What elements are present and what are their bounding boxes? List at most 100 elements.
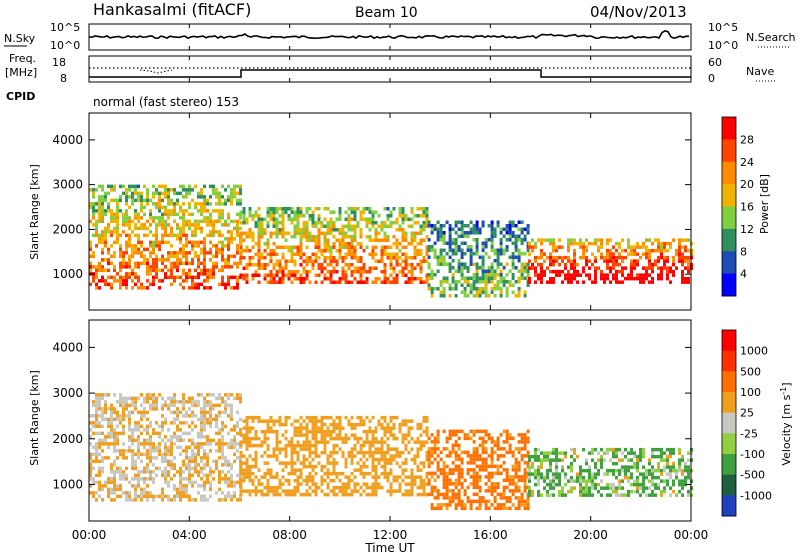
power-cell (95, 268, 98, 273)
velocity-cell (179, 466, 182, 471)
power-cell (155, 188, 158, 192)
velocity-cell (517, 450, 521, 455)
power-cbar-label: Power [dB] (758, 174, 771, 234)
velocity-cell (119, 417, 122, 422)
velocity-cell (579, 468, 582, 473)
power-cell (454, 231, 458, 235)
velocity-cell (442, 478, 446, 483)
power-cell (472, 287, 476, 291)
velocity-cell (179, 400, 182, 404)
velocity-cell (200, 484, 203, 488)
power-cell (344, 242, 348, 246)
power-cell (113, 230, 116, 234)
velocity-cell (110, 417, 113, 422)
power-cell (350, 235, 354, 239)
velocity-cell (362, 475, 366, 479)
velocity-cell (119, 414, 122, 418)
velocity-cell (356, 440, 360, 444)
power-cell (618, 241, 621, 246)
power-cell (505, 294, 509, 298)
velocity-cell (469, 454, 473, 458)
power-cell (203, 237, 206, 241)
power-cell (549, 269, 552, 274)
velocity-cell (636, 454, 639, 459)
velocity-cell (236, 421, 239, 425)
velocity-cell (528, 479, 531, 483)
velocity-cell (173, 396, 176, 401)
velocity-cell (107, 435, 110, 439)
velocity-cell (543, 458, 546, 462)
velocity-cell (218, 470, 221, 474)
power-cell (206, 216, 209, 220)
velocity-cell (203, 424, 206, 429)
velocity-cell (341, 471, 345, 476)
velocity-cell (98, 459, 101, 464)
power-cell (681, 273, 684, 277)
velocity-cell (505, 436, 509, 441)
power-cell (299, 263, 303, 267)
power-cell (603, 255, 606, 260)
velocity-cell (209, 438, 212, 443)
power-cbar-segment (722, 139, 736, 163)
power-cell (137, 265, 140, 269)
velocity-cell (422, 492, 426, 497)
velocity-cell (359, 415, 363, 420)
velocity-cell (410, 457, 414, 462)
velocity-cell (561, 489, 564, 494)
power-cell (451, 276, 455, 280)
velocity-cell (404, 492, 408, 497)
power-cell (490, 269, 494, 273)
power-cell (215, 209, 218, 213)
power-cell (362, 266, 366, 270)
power-cell (89, 188, 92, 192)
velocity-cell (149, 452, 152, 457)
power-cell (206, 219, 209, 224)
velocity-cell (233, 424, 236, 429)
velocity-cell (320, 436, 324, 441)
power-cell (185, 275, 188, 280)
power-cell (242, 249, 246, 253)
power-cell (161, 279, 164, 283)
power-cell (338, 228, 342, 232)
power-cell (116, 240, 119, 245)
velocity-cell (194, 498, 197, 502)
velocity-cell (540, 461, 543, 466)
power-cell (95, 202, 98, 206)
velocity-cell (110, 431, 113, 436)
power-cell (200, 247, 203, 252)
velocity-cell (537, 454, 540, 459)
power-cell (460, 276, 464, 280)
power-cell (484, 294, 488, 298)
power-cell (230, 240, 233, 245)
power-cell (170, 226, 173, 231)
velocity-cell (442, 447, 446, 451)
power-cell (398, 207, 402, 211)
velocity-cell (344, 461, 348, 465)
power-cell (573, 248, 576, 253)
velocity-cell (254, 464, 258, 469)
velocity-cell (212, 477, 215, 481)
power-cell (377, 214, 381, 218)
velocity-cell (392, 475, 396, 479)
velocity-cell (359, 468, 363, 472)
velocity-cell (558, 472, 561, 476)
power-cell (284, 245, 288, 249)
power-cell (540, 238, 543, 242)
velocity-cell (606, 451, 609, 455)
velocity-cell (606, 486, 609, 490)
velocity-cell (113, 431, 116, 436)
power-cell (475, 269, 479, 273)
power-cell (573, 252, 576, 256)
velocity-cell (266, 422, 270, 427)
velocity-cell (347, 478, 351, 483)
power-cell (242, 238, 246, 242)
velocity-cell (526, 506, 530, 511)
velocity-cell (347, 485, 351, 490)
power-cell (469, 252, 473, 256)
velocity-cell (350, 415, 354, 420)
velocity-cell (514, 489, 518, 493)
power-cell (185, 272, 188, 276)
power-cell (140, 195, 143, 199)
velocity-cell (191, 421, 194, 425)
velocity-cell (131, 452, 134, 457)
